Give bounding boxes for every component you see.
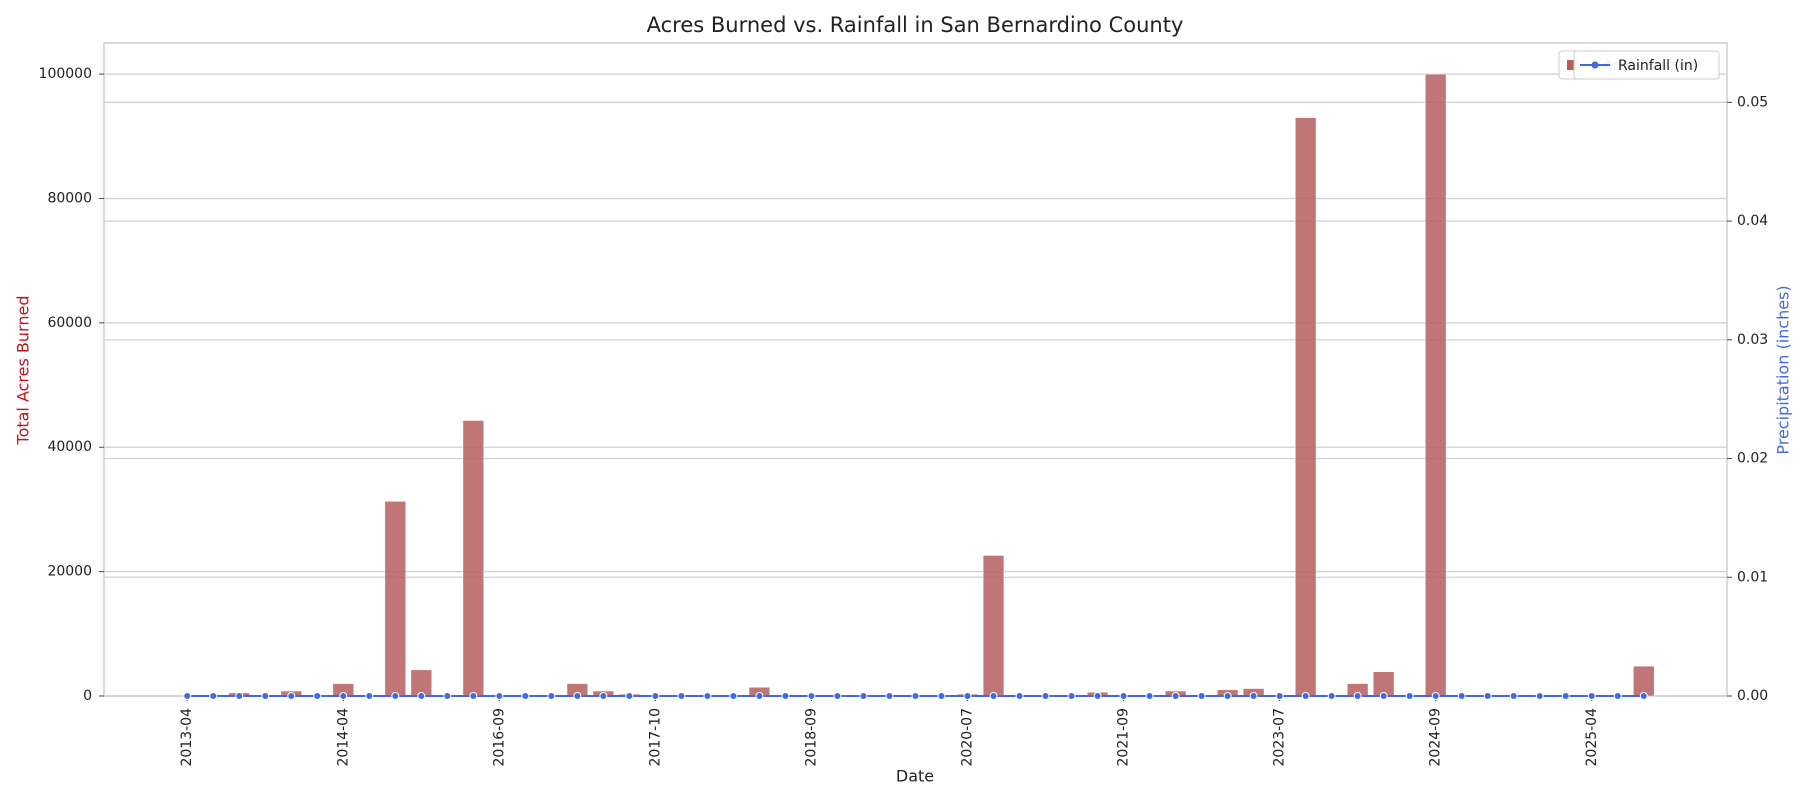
y-tick-label: 40000 <box>47 439 92 455</box>
point <box>807 692 816 700</box>
chart-title: Acres Burned vs. Rainfall in San Bernard… <box>647 13 1184 37</box>
point <box>495 692 504 700</box>
legend-box <box>1573 50 1720 80</box>
x-tick-label: 2013-04 <box>179 708 195 767</box>
point <box>599 692 608 700</box>
point <box>1457 692 1466 700</box>
point <box>391 692 400 700</box>
point <box>651 692 660 700</box>
y2-tick-label: 0.00 <box>1737 688 1768 704</box>
plot-frame <box>103 42 1728 697</box>
y2-axis-label: Precipitation (inches) <box>1774 285 1793 454</box>
point <box>833 692 842 700</box>
point <box>937 692 946 700</box>
legend-label: Rainfall (in) <box>1618 58 1698 74</box>
y2-tick-label: 0.05 <box>1737 94 1768 110</box>
y2-tick-label: 0.03 <box>1737 332 1768 348</box>
point <box>339 692 348 700</box>
x-tick-label: 2025-04 <box>1584 708 1600 767</box>
point <box>1145 692 1154 700</box>
y-tick-label: 80000 <box>47 190 92 206</box>
point <box>1197 692 1206 700</box>
y-tick-label: 60000 <box>47 315 92 331</box>
point <box>1535 692 1544 700</box>
point <box>1015 692 1024 700</box>
bar <box>1425 73 1447 697</box>
point <box>1561 692 1570 700</box>
point <box>313 692 322 700</box>
point <box>287 692 296 700</box>
x-axis-label: Date <box>896 767 934 786</box>
point <box>755 692 764 700</box>
bar <box>1294 117 1317 697</box>
point <box>859 692 868 700</box>
point <box>911 692 920 700</box>
point <box>625 692 634 700</box>
x-tick-label: 2023-07 <box>1272 708 1288 767</box>
x-tick-label: 2020-07 <box>960 708 976 767</box>
y-tick-label: 0 <box>83 688 92 704</box>
point <box>1483 692 1492 700</box>
point <box>1379 692 1388 700</box>
point <box>417 692 426 700</box>
x-tick-label: 2024-09 <box>1428 708 1444 767</box>
legend: Rainfall (in) <box>1573 50 1720 80</box>
point <box>1353 692 1362 700</box>
point <box>1249 692 1258 700</box>
point <box>469 692 478 700</box>
bar <box>462 420 484 697</box>
point <box>1405 692 1414 700</box>
point <box>885 692 894 700</box>
point <box>521 692 530 700</box>
point <box>1509 692 1518 700</box>
point <box>573 692 582 700</box>
point <box>183 692 192 700</box>
point <box>443 692 452 700</box>
y-tick-label: 20000 <box>47 564 92 580</box>
x-tick-label: 2014-04 <box>335 708 351 767</box>
x-tick-label: 2018-09 <box>803 708 819 767</box>
point <box>547 692 556 700</box>
point <box>365 692 374 700</box>
point <box>1639 692 1648 700</box>
point <box>1327 692 1336 700</box>
point <box>677 692 686 700</box>
point <box>1431 692 1440 700</box>
point <box>1093 692 1102 700</box>
point <box>729 692 738 700</box>
y2-tick-label: 0.01 <box>1737 569 1768 585</box>
point <box>1275 692 1284 700</box>
point <box>963 692 972 700</box>
point <box>1041 692 1050 700</box>
bar <box>1633 665 1655 697</box>
point <box>209 692 218 700</box>
x-tick-label: 2016-09 <box>491 708 507 767</box>
point <box>1613 692 1622 700</box>
point <box>1067 692 1076 700</box>
point <box>235 692 244 700</box>
point <box>1223 692 1232 700</box>
point <box>781 692 790 700</box>
x-tick-label: 2021-09 <box>1116 708 1132 767</box>
point <box>1119 692 1128 700</box>
grid <box>104 73 1727 697</box>
point <box>261 692 270 700</box>
point <box>1171 692 1180 700</box>
bar <box>384 501 406 697</box>
y-axis-label: Total Acres Burned <box>14 296 33 446</box>
point <box>989 692 998 700</box>
point <box>1587 692 1596 700</box>
point <box>703 692 712 700</box>
y-tick-label: 100000 <box>39 66 92 82</box>
legend-swatch <box>1591 61 1599 69</box>
y2-tick-label: 0.02 <box>1737 451 1768 467</box>
legend-swatch <box>1567 60 1577 70</box>
point <box>1301 692 1310 700</box>
bar <box>982 555 1005 697</box>
y2-tick-label: 0.04 <box>1737 213 1768 229</box>
x-tick-label: 2017-10 <box>647 708 663 767</box>
